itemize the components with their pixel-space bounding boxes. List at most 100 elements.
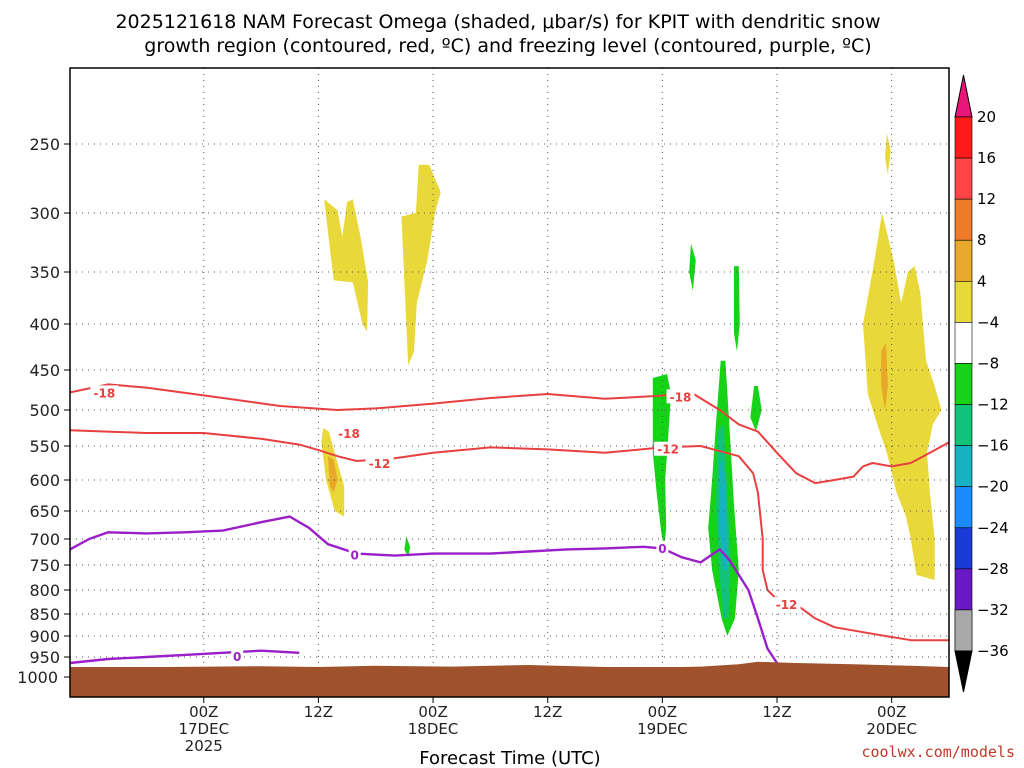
y-tick-label: 450 bbox=[29, 361, 60, 380]
y-tick-label: 350 bbox=[29, 263, 60, 282]
colorbar-label: −28 bbox=[977, 560, 1009, 578]
colorbar-top-arrow bbox=[954, 74, 973, 118]
colorbar-label: 16 bbox=[977, 149, 996, 167]
x-tick-label: 00Z bbox=[189, 703, 218, 721]
chart-title-line-2: growth region (contoured, red, ºC) and f… bbox=[144, 35, 871, 57]
y-tick-label: 950 bbox=[29, 648, 60, 667]
colorbar-swatch bbox=[954, 609, 973, 652]
omega-region-green-d bbox=[734, 266, 740, 352]
credit-text: coolwx.com/models bbox=[861, 743, 1015, 761]
omega-region-green-c bbox=[689, 243, 696, 291]
colorbar-label: −12 bbox=[977, 396, 1009, 414]
y-tick-label: 850 bbox=[29, 605, 60, 624]
contour-label-bg bbox=[334, 426, 363, 441]
colorbar-label: −8 bbox=[977, 354, 999, 372]
colorbar-label: −32 bbox=[977, 601, 1009, 619]
contour-label: 0 bbox=[658, 542, 666, 556]
contour-label: -18 bbox=[94, 386, 116, 400]
colorbar-swatch bbox=[954, 363, 973, 405]
x-tick-label: 00Z bbox=[648, 703, 677, 721]
contour-label-bg bbox=[348, 547, 361, 562]
omega-region-east-top bbox=[885, 133, 891, 175]
colorbar-swatch bbox=[954, 198, 973, 241]
y-tick-label: 400 bbox=[29, 315, 60, 334]
dgz-contour-0 bbox=[70, 383, 949, 485]
colorbar-swatch bbox=[954, 157, 973, 200]
contour-label-bg bbox=[90, 385, 119, 400]
x-tick-label: 20DEC bbox=[866, 720, 917, 738]
colorbar-bottom-arrow bbox=[954, 650, 973, 693]
contour-label-bg bbox=[656, 540, 669, 555]
dgz-contour-1 bbox=[70, 429, 949, 642]
colorbar-swatch bbox=[954, 404, 973, 446]
contour-label: -12 bbox=[776, 598, 798, 612]
x-tick-label: 00Z bbox=[877, 703, 906, 721]
colorbar-swatch bbox=[954, 445, 973, 487]
contour-label: -12 bbox=[657, 443, 679, 457]
y-tick-label: 650 bbox=[29, 502, 60, 521]
y-tick-label: 600 bbox=[29, 471, 60, 490]
contour-label: -18 bbox=[670, 390, 692, 404]
y-tick-label: 750 bbox=[29, 556, 60, 575]
freezing-contour-1 bbox=[70, 649, 300, 665]
contour-label-bg bbox=[365, 456, 394, 470]
x-tick-label: 2025 bbox=[185, 737, 223, 755]
omega-region-mid-cell-core bbox=[328, 456, 338, 493]
omega-region-east-core bbox=[881, 342, 888, 410]
x-tick-label: 19DEC bbox=[637, 720, 688, 738]
contour-label-bg bbox=[666, 389, 695, 404]
colorbar-label: 8 bbox=[977, 231, 987, 249]
omega-region-blue-core-2 bbox=[719, 459, 728, 570]
contour-label: 0 bbox=[351, 549, 359, 563]
omega-region-upper-cell-1 bbox=[324, 199, 369, 332]
x-axis-title: Forecast Time (UTC) bbox=[419, 748, 600, 768]
omega-region-green-e bbox=[750, 386, 762, 432]
omega-region-upper-cell-2 bbox=[401, 164, 441, 366]
colorbar-swatch bbox=[954, 116, 973, 159]
colorbar-swatch bbox=[954, 322, 973, 364]
contour-label-bg bbox=[231, 649, 244, 664]
colorbar-swatch bbox=[954, 281, 973, 323]
y-tick-label: 800 bbox=[29, 581, 60, 600]
x-tick-label: 18DEC bbox=[408, 720, 459, 738]
omega-region-green-a bbox=[652, 374, 671, 550]
y-tick-label: 700 bbox=[29, 530, 60, 549]
colorbar-label: 20 bbox=[977, 108, 996, 126]
colorbar-label: −36 bbox=[977, 642, 1009, 660]
colorbar-label: −4 bbox=[977, 313, 999, 331]
colorbar-label: −20 bbox=[977, 478, 1009, 496]
freezing-contour-0 bbox=[70, 515, 779, 664]
colorbar-swatch bbox=[954, 486, 973, 529]
colorbar-label: −24 bbox=[977, 519, 1009, 537]
colorbar-swatch bbox=[954, 568, 973, 611]
y-tick-label: 900 bbox=[29, 627, 60, 646]
colorbar-swatch bbox=[954, 239, 973, 282]
colorbar-label: 12 bbox=[977, 190, 996, 208]
x-tick-label: 12Z bbox=[533, 703, 562, 721]
x-tick-label: 17DEC bbox=[178, 720, 229, 738]
x-tick-label: 12Z bbox=[762, 703, 791, 721]
y-tick-label: 550 bbox=[29, 437, 60, 456]
ground-terrain bbox=[70, 661, 949, 697]
y-tick-label: 300 bbox=[29, 204, 60, 223]
colorbar-label: −16 bbox=[977, 437, 1009, 455]
y-tick-label: 1000 bbox=[17, 668, 58, 687]
contour-label: -18 bbox=[338, 427, 360, 441]
omega-region-green-f bbox=[404, 536, 411, 558]
y-axis: 250 300 350 400 450 500 550 600 650 700 750 800 850 9… bbox=[17, 135, 70, 687]
omega-region-east-cell bbox=[863, 213, 942, 580]
contour-label: -12 bbox=[369, 457, 391, 471]
plot-frame bbox=[69, 67, 950, 698]
contour-label: 0 bbox=[233, 650, 241, 664]
plot-area: -18 -18 -12 -18 -12 -12 0 0 0 bbox=[69, 67, 950, 698]
x-tick-label: 00Z bbox=[418, 703, 447, 721]
colorbar-label: 4 bbox=[977, 272, 987, 290]
contour-label-bg bbox=[654, 441, 683, 456]
colorbar-legend: 20 16 12 8 4 −4 −8 −12 −16 −20 −24 −28 −32 −36 bbox=[954, 74, 1009, 693]
chart-title-line-1: 2025121618 NAM Forecast Omega (shaded, μ… bbox=[115, 11, 880, 33]
contour-label-bg bbox=[772, 596, 801, 611]
colorbar-swatch bbox=[954, 527, 973, 570]
y-tick-label: 250 bbox=[29, 135, 60, 154]
